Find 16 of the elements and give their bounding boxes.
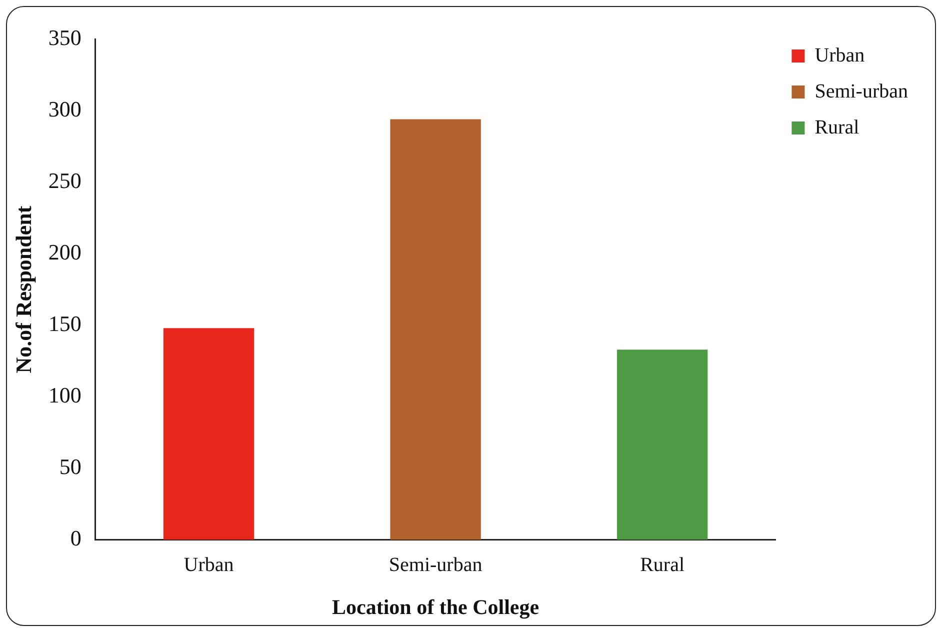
x-tick-label: Semi-urban	[388, 554, 482, 576]
x-tick-label: Urban	[184, 554, 234, 576]
y-tick-label: 150	[48, 311, 82, 336]
y-tick-label: 200	[48, 240, 82, 265]
y-tick-label: 300	[48, 96, 82, 122]
y-tick-label: 250	[48, 168, 82, 194]
y-axis-title: No.of Respondent	[10, 205, 36, 374]
x-axis-title: Location of the College	[332, 594, 540, 619]
y-tick-label: 350	[48, 24, 82, 50]
y-tick-label: 50	[59, 454, 82, 480]
y-tick-label: 100	[48, 382, 82, 408]
y-tick-label: 0	[70, 526, 82, 551]
legend-label: Semi-urban	[814, 80, 908, 102]
legend-label: Urban	[814, 44, 865, 66]
legend-label: Rural	[814, 116, 860, 138]
x-tick-label: Rural	[640, 554, 685, 576]
